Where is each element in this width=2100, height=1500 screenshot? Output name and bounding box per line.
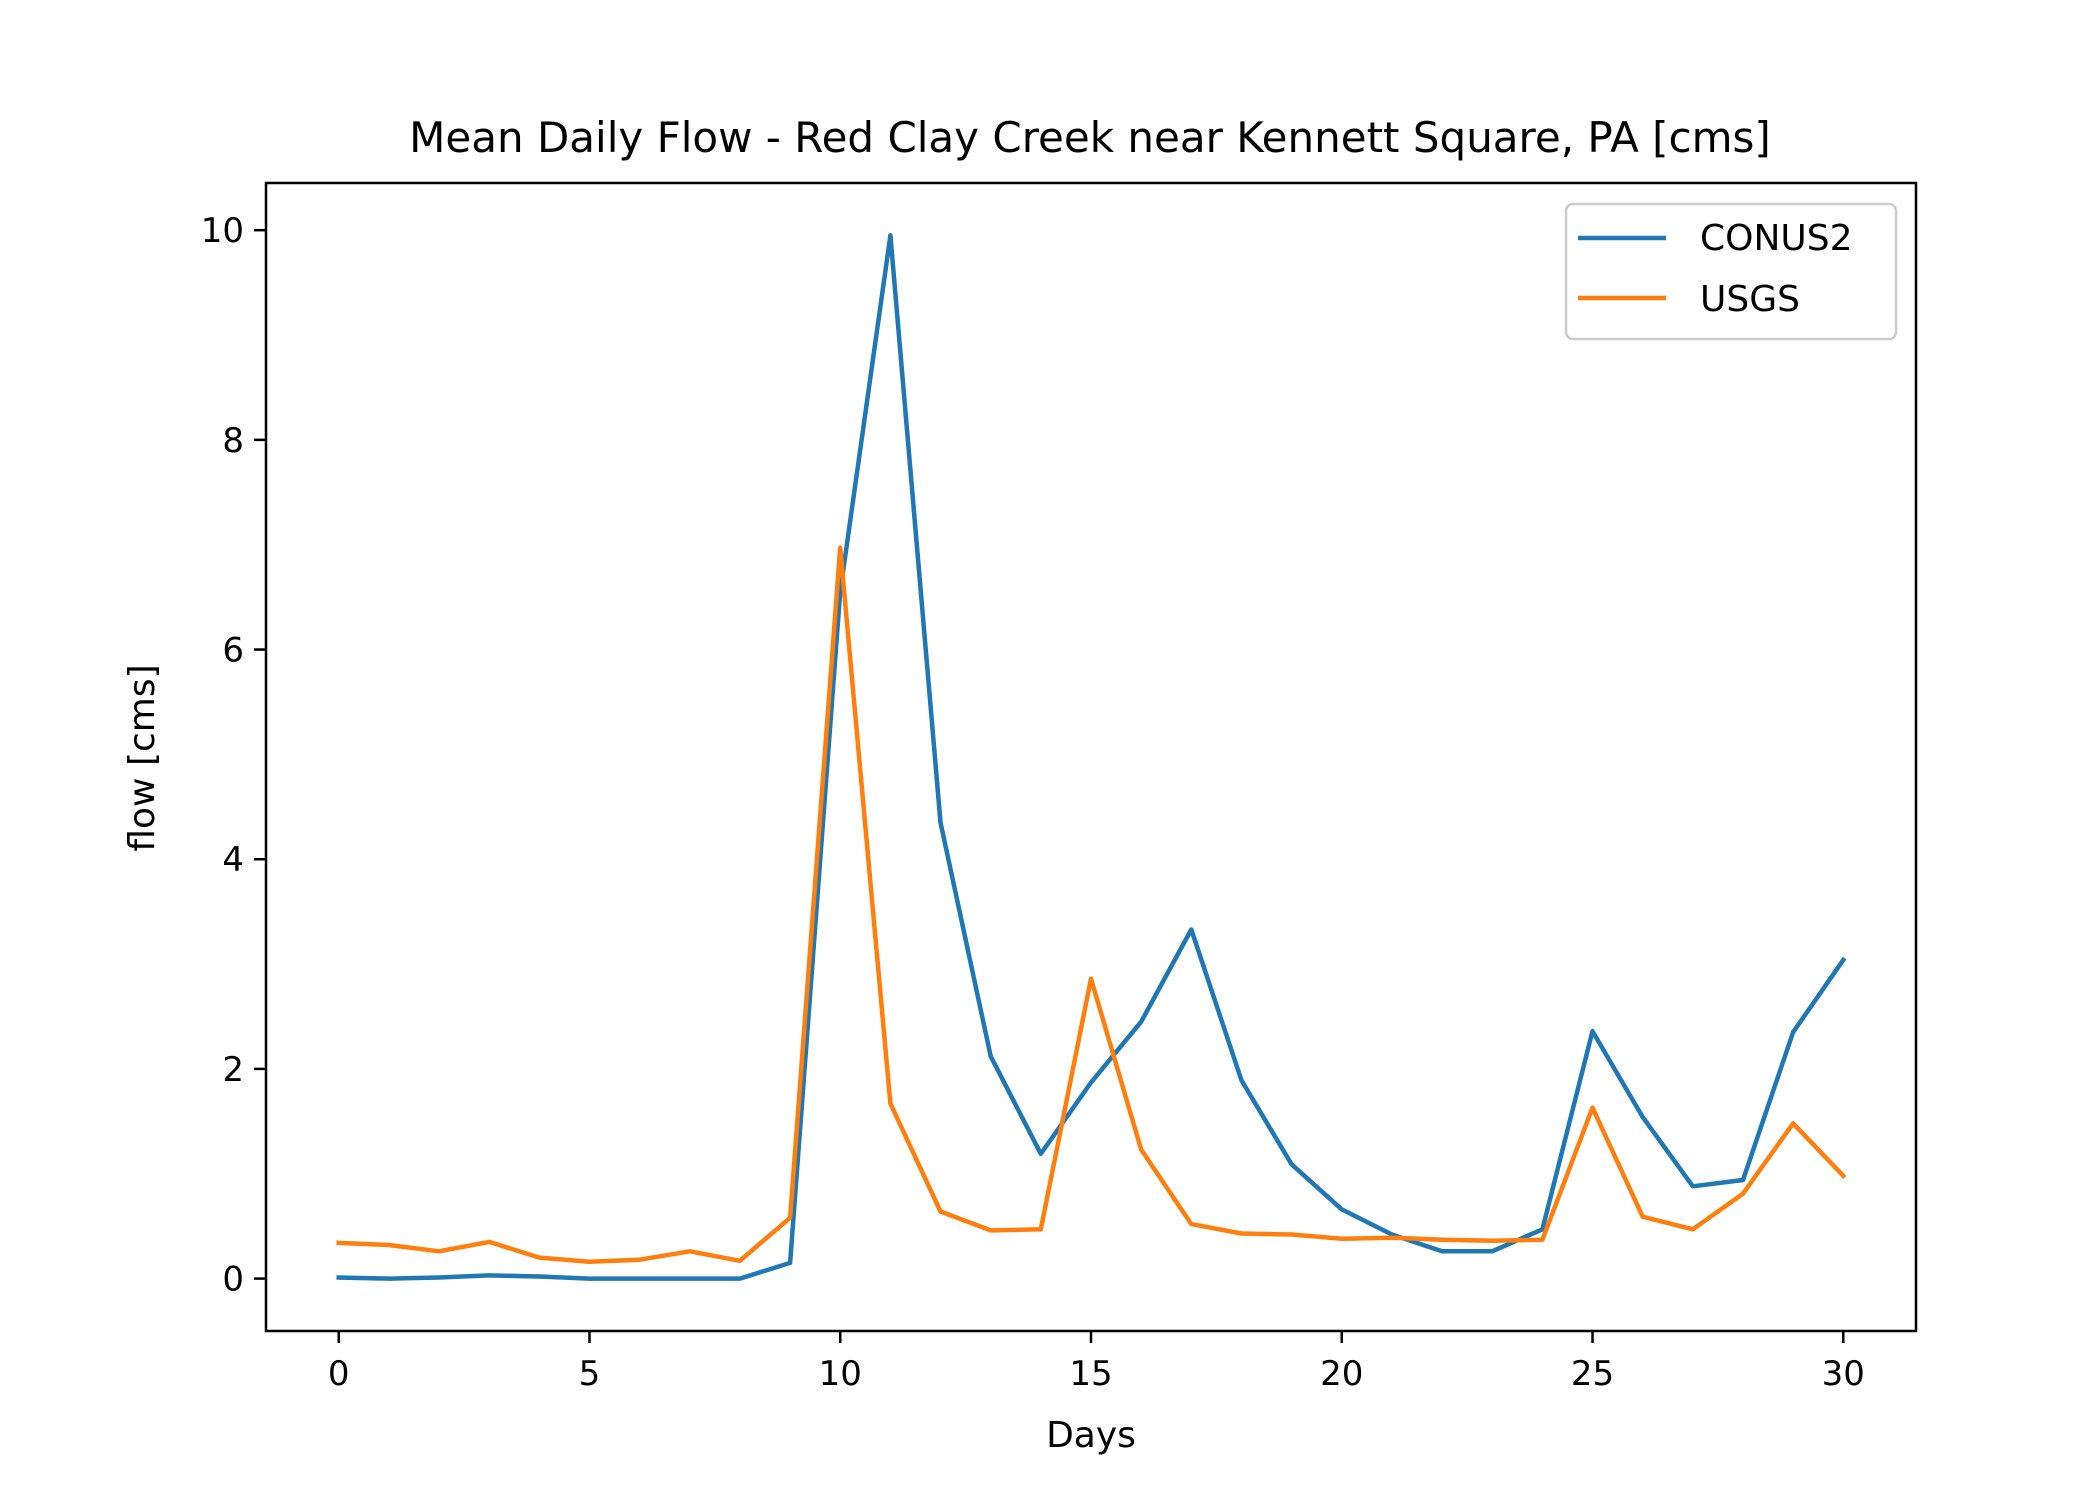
x-tick-label: 10	[819, 1354, 862, 1394]
x-tick-label: 20	[1320, 1354, 1363, 1394]
x-axis-ticks: 0 5 10 15 20 25 30	[328, 1331, 1865, 1394]
y-tick-label: 8	[222, 421, 244, 461]
x-tick-label: 30	[1822, 1354, 1865, 1394]
y-axis-label: flow [cms]	[122, 664, 163, 851]
chart-title: Mean Daily Flow - Red Clay Creek near Ke…	[409, 113, 1771, 162]
y-tick-label: 4	[222, 840, 244, 880]
series-line-conus2	[336, 233, 1847, 1281]
x-tick-label: 15	[1069, 1354, 1112, 1394]
x-tick-label: 0	[328, 1354, 350, 1394]
legend: CONUS2 USGS	[1564, 202, 1898, 341]
x-axis-label: Days	[1046, 1415, 1136, 1456]
y-tick-label: 2	[222, 1050, 244, 1090]
y-axis-ticks: 0 2 4 6 8 10	[201, 211, 266, 1300]
y-tick-label: 6	[222, 631, 244, 671]
x-tick-label: 25	[1571, 1354, 1614, 1394]
series-line-usgs	[336, 545, 1847, 1265]
legend-label-usgs: USGS	[1700, 279, 1800, 320]
x-tick-label: 5	[579, 1354, 601, 1394]
y-tick-label: 0	[222, 1260, 244, 1300]
legend-label-conus2: CONUS2	[1700, 218, 1853, 259]
series-lines	[336, 233, 1847, 1281]
y-tick-label: 10	[201, 211, 244, 251]
